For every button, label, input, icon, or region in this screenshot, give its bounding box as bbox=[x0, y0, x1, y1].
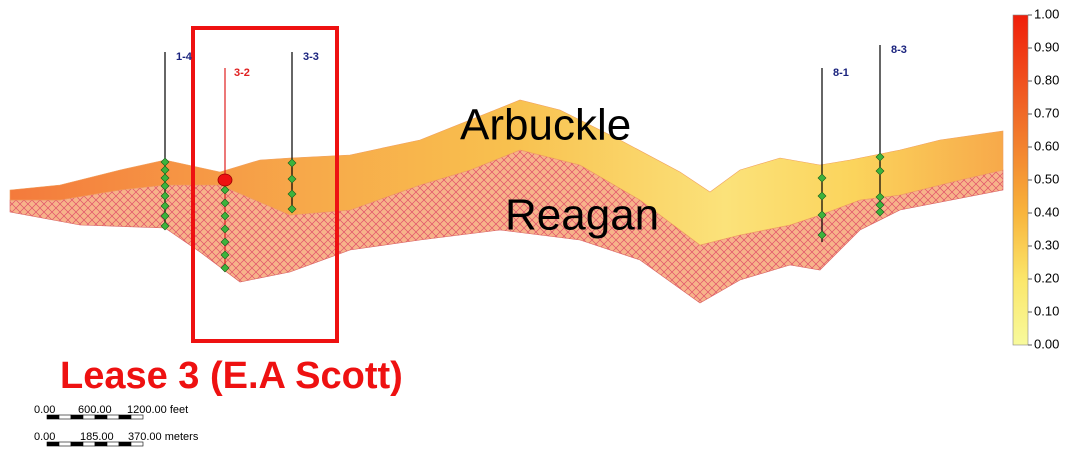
scale-bar-segment bbox=[118, 414, 132, 420]
well-marker bbox=[220, 185, 230, 195]
color-bar-label: 0.60 bbox=[1034, 138, 1059, 153]
well-marker bbox=[160, 181, 170, 191]
lease-box bbox=[191, 26, 339, 343]
scale-label: 0.00 bbox=[34, 431, 55, 443]
well-label: 8-1 bbox=[833, 67, 849, 79]
scale-bar-segment bbox=[70, 414, 84, 420]
well-label: 3-2 bbox=[234, 67, 250, 79]
scale-label: 600.00 bbox=[78, 404, 112, 416]
well-marker bbox=[220, 211, 230, 221]
well-marker bbox=[875, 152, 885, 162]
color-bar-label: 0.70 bbox=[1034, 105, 1059, 120]
scale-bar-segment bbox=[130, 414, 144, 420]
color-bar-label: 0.10 bbox=[1034, 303, 1059, 318]
well-marker bbox=[875, 166, 885, 176]
well-marker bbox=[817, 210, 827, 220]
well-label: 8-3 bbox=[891, 44, 907, 56]
well-marker bbox=[220, 224, 230, 234]
color-bar-label: 0.00 bbox=[1034, 336, 1059, 351]
well-marker bbox=[160, 211, 170, 221]
color-bar bbox=[1012, 14, 1029, 346]
well-marker bbox=[817, 173, 827, 183]
color-bar-label: 0.80 bbox=[1034, 72, 1059, 87]
scale-label: 0.00 bbox=[34, 404, 55, 416]
formation-label: Arbuckle bbox=[460, 101, 631, 150]
color-bar-label: 0.90 bbox=[1034, 39, 1059, 54]
formation-label: Reagan bbox=[505, 191, 659, 240]
color-bar-label: 0.40 bbox=[1034, 204, 1059, 219]
scale-bar-segment bbox=[82, 414, 96, 420]
well-marker bbox=[287, 174, 297, 184]
well-marker-active bbox=[217, 173, 233, 187]
well-marker bbox=[220, 250, 230, 260]
scale-bar-segment bbox=[70, 441, 84, 447]
color-bar-label: 0.50 bbox=[1034, 171, 1059, 186]
well-marker bbox=[287, 158, 297, 168]
well-marker bbox=[287, 189, 297, 199]
scale-bar-segment bbox=[46, 441, 60, 447]
well-marker bbox=[817, 230, 827, 240]
well-marker bbox=[160, 221, 170, 231]
well-marker bbox=[160, 191, 170, 201]
scale-bar-segment bbox=[106, 441, 120, 447]
scale-bar-segment bbox=[130, 441, 144, 447]
well-marker bbox=[875, 207, 885, 217]
scale-bar-segment bbox=[94, 441, 108, 447]
scale-label: 370.00 meters bbox=[128, 431, 199, 443]
color-bar-label: 1.00 bbox=[1034, 6, 1059, 21]
scale-bar-segment bbox=[82, 441, 96, 447]
well-marker bbox=[220, 263, 230, 273]
well-marker bbox=[160, 201, 170, 211]
well-marker bbox=[287, 204, 297, 214]
scale-bar-segment bbox=[46, 414, 60, 420]
scale-bar-segment bbox=[58, 414, 72, 420]
well-label: 1-4 bbox=[176, 51, 193, 63]
well-marker bbox=[220, 237, 230, 247]
well-marker bbox=[220, 198, 230, 208]
arbuckle-layer bbox=[9, 99, 1004, 246]
lease-label: Lease 3 (E.A Scott) bbox=[60, 355, 403, 397]
scale-label: 185.00 bbox=[80, 431, 114, 443]
scale-bar-segment bbox=[118, 441, 132, 447]
scale-bar-segment bbox=[58, 441, 72, 447]
scale-label: 1200.00 feet bbox=[127, 404, 188, 416]
color-bar-label: 0.30 bbox=[1034, 237, 1059, 252]
well-label: 3-3 bbox=[303, 51, 319, 63]
well-marker bbox=[817, 191, 827, 201]
color-bar-label: 0.20 bbox=[1034, 270, 1059, 285]
scale-bar-segment bbox=[106, 414, 120, 420]
scale-bar-segment bbox=[94, 414, 108, 420]
